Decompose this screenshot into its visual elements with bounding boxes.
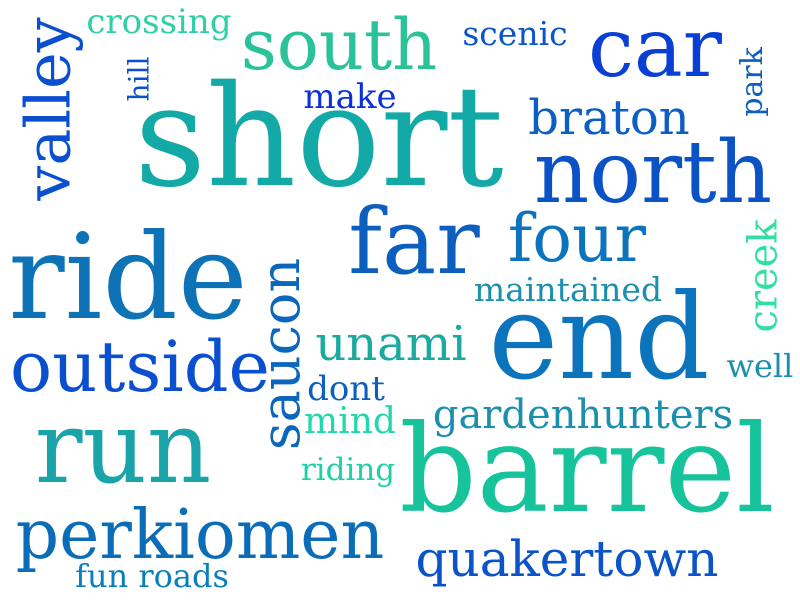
word-south: south [240, 4, 438, 86]
word-well: well [726, 347, 794, 385]
word-outside: outside [10, 326, 270, 408]
word-saucon: saucon [249, 257, 312, 451]
word-valley: valley [12, 17, 85, 201]
word-dont: dont [307, 369, 385, 409]
word-perkiomen: perkiomen [15, 496, 385, 575]
word-braton: braton [528, 90, 690, 146]
word-make: make [303, 77, 397, 117]
word-ride: ride [8, 208, 248, 346]
word-gardenhunters: gardenhunters [432, 392, 734, 438]
word-run: run [34, 389, 212, 506]
word-hill: hill [122, 56, 155, 102]
word-unami: unami [315, 316, 467, 372]
word-maintained: maintained [473, 269, 663, 309]
word-quakertown: quakertown [415, 530, 719, 588]
word-barrel: barrel [399, 398, 775, 540]
word-scenic: scenic [462, 13, 568, 53]
word-park: park [734, 47, 770, 117]
word-four: four [507, 200, 647, 277]
word-north: north [533, 123, 773, 223]
word-far: far [348, 189, 480, 295]
word-fun-roads: fun roads [75, 557, 229, 595]
word-creek: creek [740, 219, 787, 333]
word-mind: mind [304, 401, 396, 442]
word-crossing: crossing [86, 2, 232, 42]
word-short: short [134, 56, 504, 219]
word-riding: riding [300, 451, 396, 488]
word-car: car [587, 1, 722, 96]
word-end: end [488, 268, 710, 406]
